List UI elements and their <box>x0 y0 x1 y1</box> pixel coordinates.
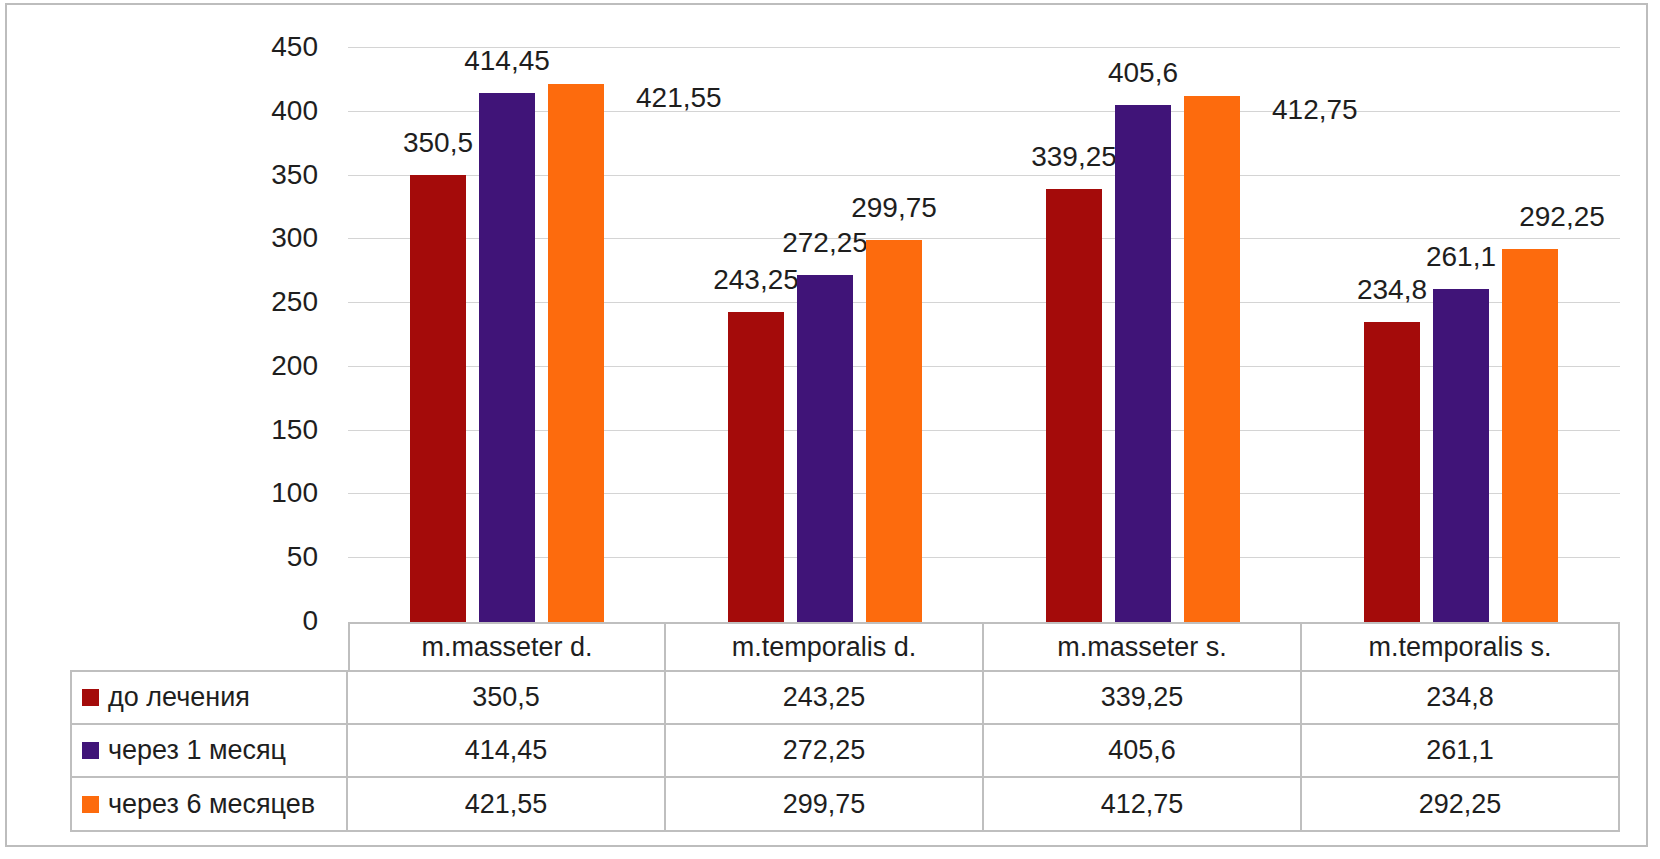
bar-через-1-месяц-m.temporalis-s. <box>1433 289 1489 622</box>
bar-через-1-месяц-m.masseter-s. <box>1115 105 1171 622</box>
bar-до-лечения-m.masseter-s. <box>1046 189 1102 622</box>
value-cell: 292,25 <box>1302 778 1620 832</box>
bar-через-6-месяцев-m.temporalis-s. <box>1502 249 1558 622</box>
bar-value-label: 405,6 <box>1108 56 1178 90</box>
gridline <box>348 366 1620 367</box>
bar-value-label: 421,55 <box>636 81 722 115</box>
bar-value-label: 299,75 <box>851 191 937 225</box>
legend-color-swatch-icon <box>82 689 99 706</box>
bar-до-лечения-m.temporalis-d. <box>728 312 784 622</box>
bar-до-лечения-m.temporalis-s. <box>1364 322 1420 622</box>
value-cell: 350,5 <box>348 672 666 725</box>
bar-value-label: 350,5 <box>403 126 473 160</box>
value-cell: 339,25 <box>984 672 1302 725</box>
legend-series-name: через 6 месяцев <box>108 789 315 820</box>
plot-area: 350,5 414,45 421,55 243,25272,25299,75 339,2… <box>348 47 1620 622</box>
y-tick-label: 250 <box>198 285 318 319</box>
y-tick-label: 400 <box>198 94 318 128</box>
legend-color-swatch-icon <box>82 796 99 813</box>
value-cell: 414,45 <box>348 725 666 778</box>
bar-value-label: 412,75 <box>1272 93 1358 127</box>
bar-до-лечения-m.masseter-d. <box>410 175 466 622</box>
bar-через-1-месяц-m.masseter-d. <box>479 93 535 622</box>
y-tick-label: 100 <box>198 476 318 510</box>
value-cell: 299,75 <box>666 778 984 832</box>
y-tick-label: 350 <box>198 158 318 192</box>
bar-через-6-месяцев-m.masseter-s. <box>1184 96 1240 622</box>
y-tick-label: 150 <box>198 413 318 447</box>
y-tick-label: 50 <box>198 540 318 574</box>
gridline <box>348 238 1620 239</box>
gridline <box>348 557 1620 558</box>
legend-series-name: до лечения <box>108 682 250 713</box>
category-header-cell: m.masseter s. <box>984 622 1302 672</box>
legend-cell: через 1 месяц <box>70 725 348 778</box>
legend-color-swatch-icon <box>82 742 99 759</box>
value-cell: 234,8 <box>1302 672 1620 725</box>
category-header-cell: m.temporalis d. <box>666 622 984 672</box>
value-cell: 421,55 <box>348 778 666 832</box>
value-cell: 272,25 <box>666 725 984 778</box>
y-tick-label: 200 <box>198 349 318 383</box>
bar-value-label: 234,8 <box>1357 273 1427 307</box>
gridline <box>348 111 1620 112</box>
bar-value-label: 292,25 <box>1519 200 1605 234</box>
bar-value-label: 339,25 <box>1031 140 1117 174</box>
bar-value-label: 414,45 <box>464 44 550 78</box>
legend-series-name: через 1 месяц <box>108 735 286 766</box>
y-tick-label: 300 <box>198 221 318 255</box>
category-header-cell: m.temporalis s. <box>1302 622 1620 672</box>
value-cell: 405,6 <box>984 725 1302 778</box>
bar-value-label: 243,25 <box>713 263 799 297</box>
gridline <box>348 175 1620 176</box>
gridline <box>348 430 1620 431</box>
bar-через-1-месяц-m.temporalis-d. <box>797 275 853 622</box>
gridline <box>348 302 1620 303</box>
category-header-cell: m.masseter d. <box>348 622 666 672</box>
value-cell: 261,1 <box>1302 725 1620 778</box>
table-corner-spacer <box>70 622 348 672</box>
y-tick-label: 450 <box>198 30 318 64</box>
gridline <box>348 493 1620 494</box>
legend-cell: до лечения <box>70 672 348 725</box>
bar-value-label: 261,1 <box>1426 240 1496 274</box>
bar-value-label: 272,25 <box>782 226 868 260</box>
value-cell: 243,25 <box>666 672 984 725</box>
bar-через-6-месяцев-m.masseter-d. <box>548 84 604 622</box>
legend-cell: через 6 месяцев <box>70 778 348 832</box>
value-cell: 412,75 <box>984 778 1302 832</box>
bar-через-6-месяцев-m.temporalis-d. <box>866 240 922 622</box>
data-table: m.masseter d.m.temporalis d.m.masseter s… <box>70 622 1620 832</box>
